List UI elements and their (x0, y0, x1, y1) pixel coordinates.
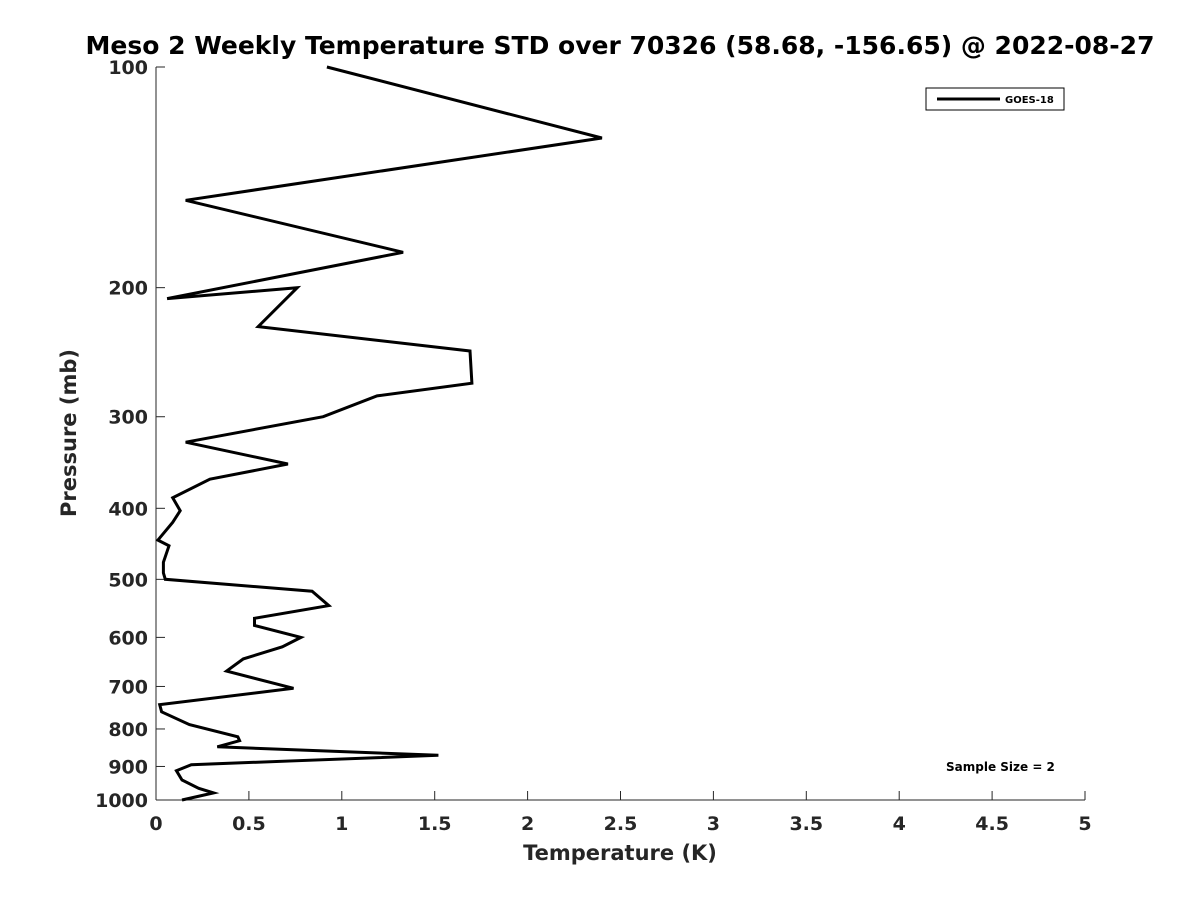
series-layer (155, 65, 603, 802)
legend-label-goes-18: GOES-18 (1005, 95, 1054, 106)
chart-title: Meso 2 Weekly Temperature STD over 70326… (86, 31, 1155, 60)
y-tick-label: 600 (108, 627, 148, 649)
x-tick-label: 3 (707, 813, 720, 835)
y-tick-label: 100 (108, 57, 148, 79)
y-tick-label: 700 (108, 676, 148, 698)
x-tick-label: 5 (1078, 813, 1091, 835)
x-tick-label: 0 (149, 813, 162, 835)
y-tick-label: 800 (108, 719, 148, 741)
y-tick-label: 400 (108, 498, 148, 520)
legend: GOES-18 (925, 87, 1065, 111)
x-tick-label: 4 (893, 813, 906, 835)
y-tick-label: 300 (108, 407, 148, 429)
y-tick-label: 1000 (95, 790, 148, 812)
x-tick-label: 4.5 (975, 813, 1009, 835)
y-axis-ticks: 100 200 300 400 500 600 700 800 900 1000 (95, 57, 165, 812)
x-tick-label: 1.5 (418, 813, 452, 835)
x-axis-label: Temperature (K) (523, 841, 717, 865)
series-line-goes-18 (155, 65, 603, 802)
x-tick-label: 1 (335, 813, 348, 835)
y-axis-label: Pressure (mb) (57, 349, 81, 517)
x-tick-label: 2.5 (604, 813, 638, 835)
y-tick-label: 200 (108, 278, 148, 300)
x-tick-label: 2 (521, 813, 534, 835)
plot-frame (155, 67, 1085, 801)
y-tick-label: 500 (108, 569, 148, 591)
x-tick-label: 3.5 (789, 813, 823, 835)
y-tick-label: 900 (108, 756, 148, 778)
x-tick-label: 0.5 (232, 813, 266, 835)
sample-size-annotation: Sample Size = 2 (946, 760, 1055, 774)
x-axis-ticks: 0 0.5 1 1.5 2 2.5 3 3.5 4 4.5 5 (149, 791, 1092, 835)
